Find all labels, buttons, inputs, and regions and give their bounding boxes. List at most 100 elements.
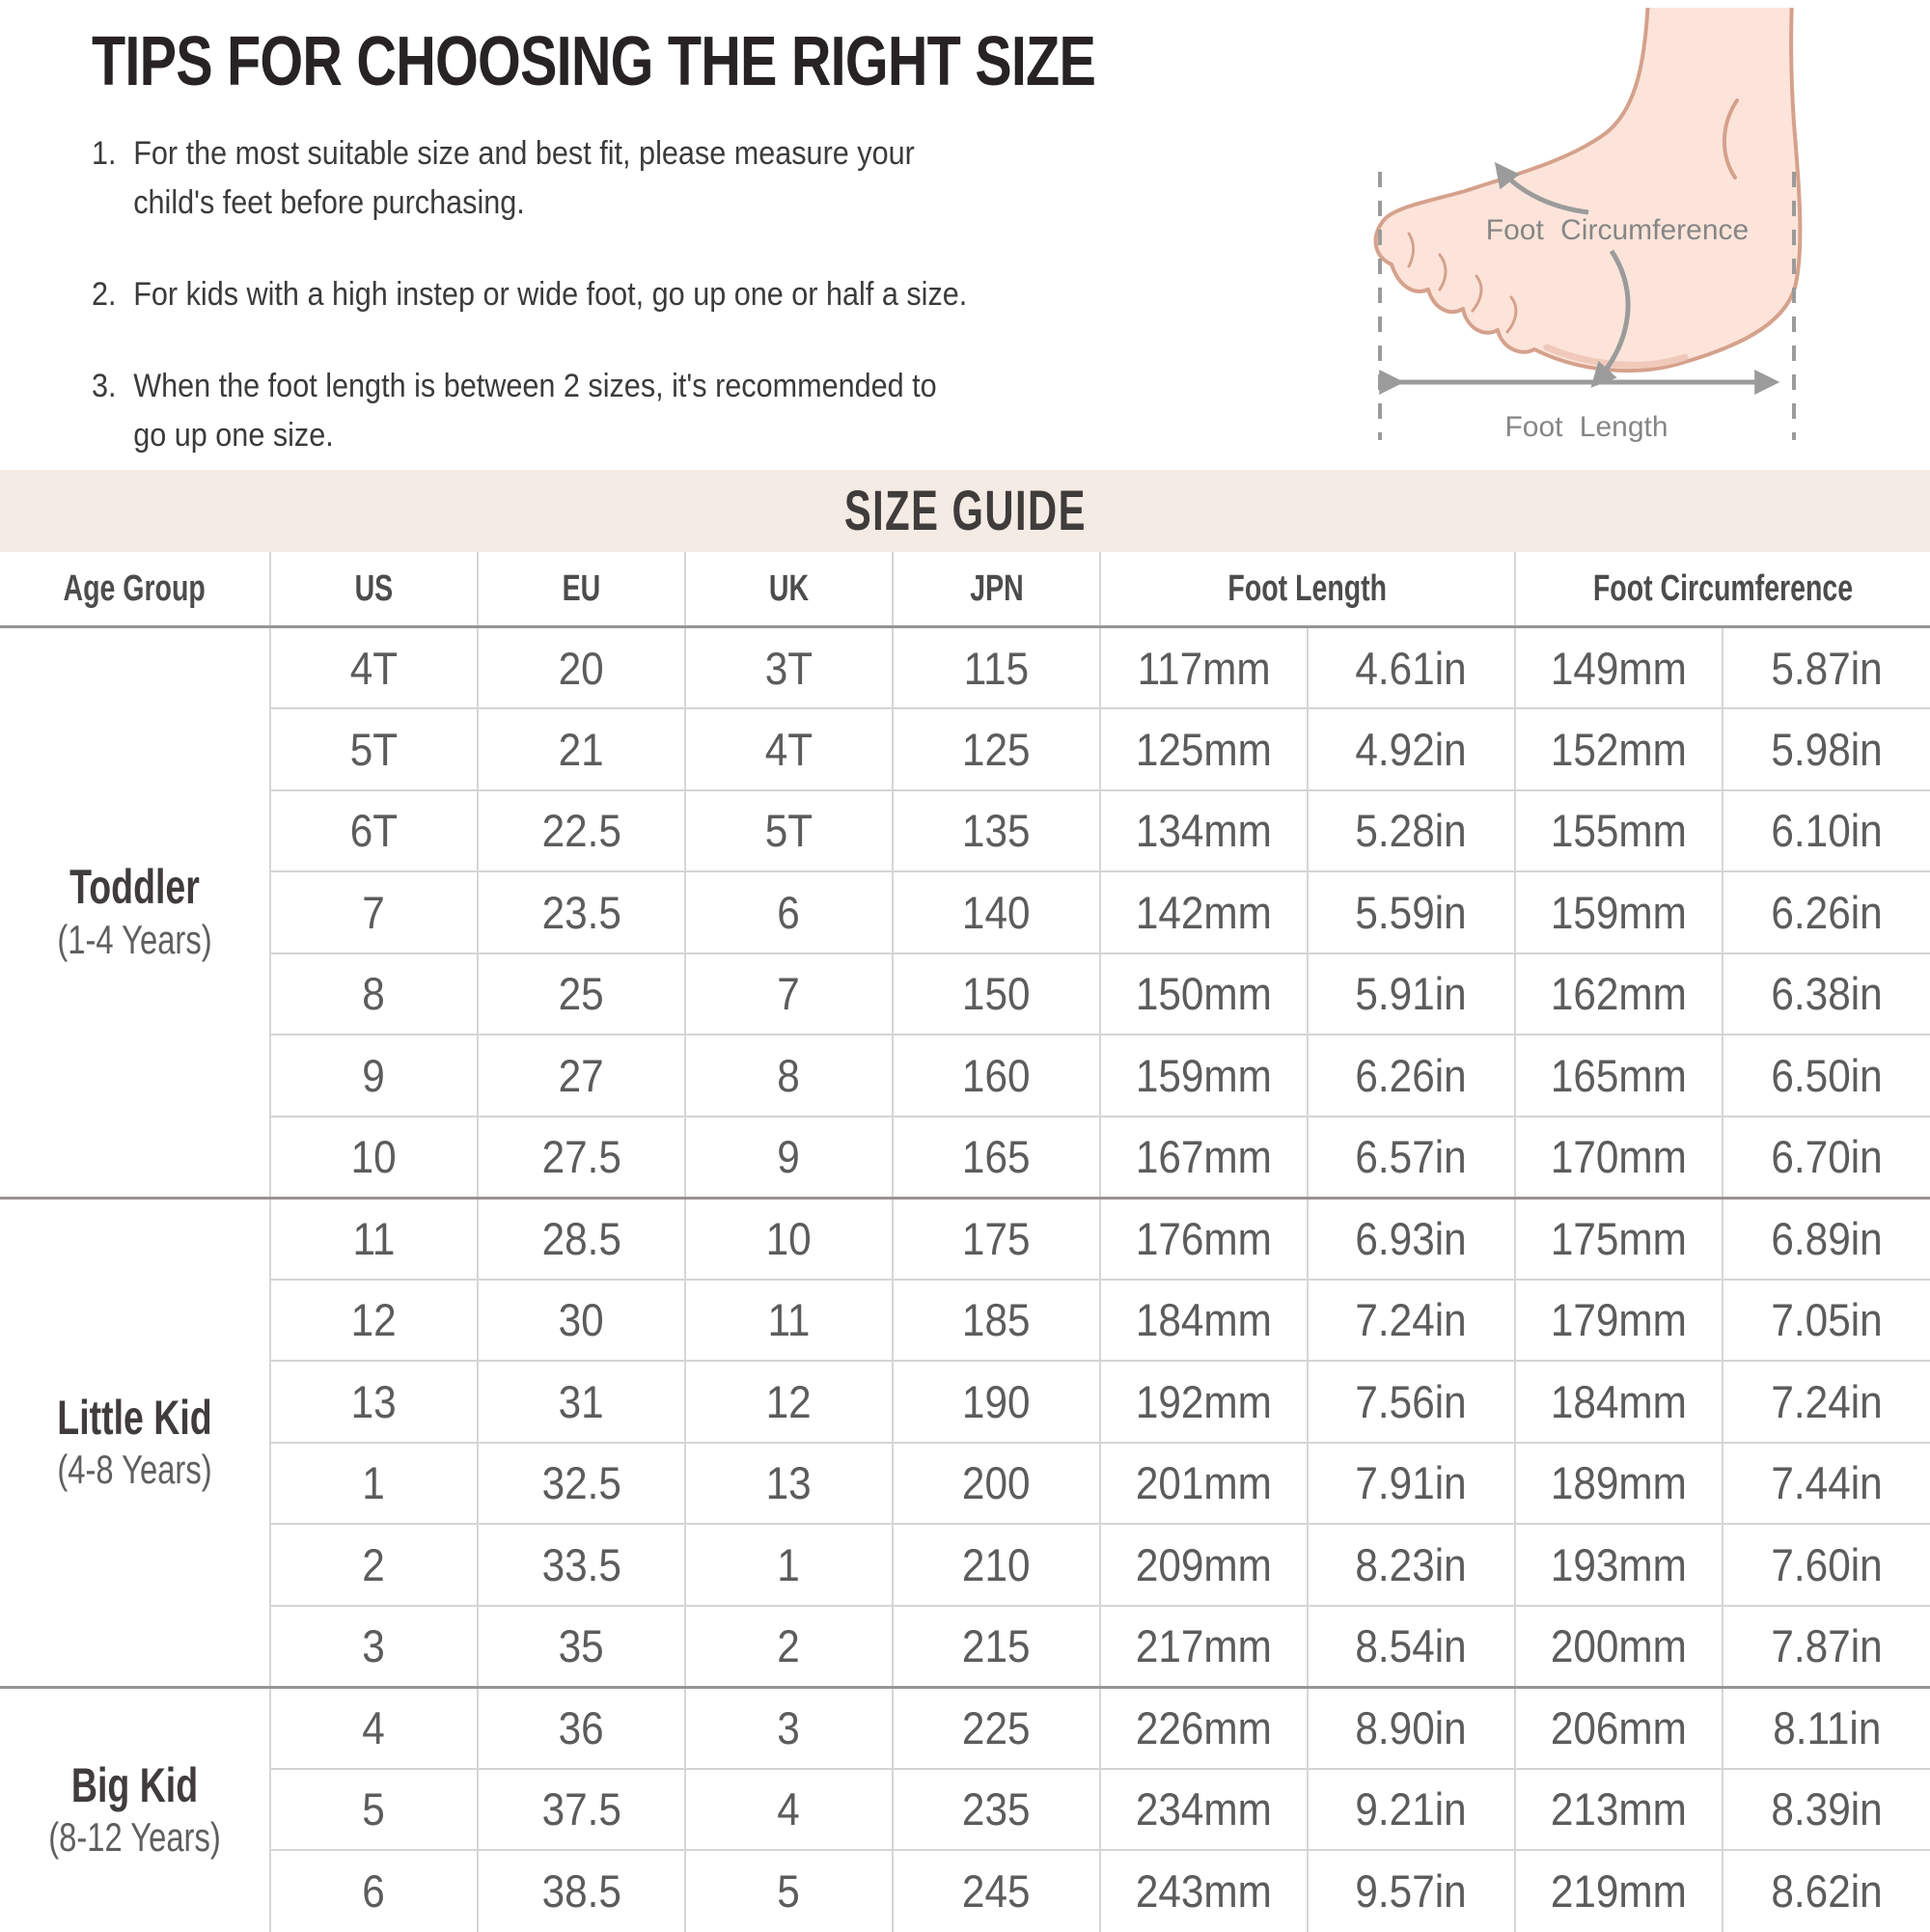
col-header-label: Foot Length (1227, 567, 1388, 609)
cell-foot-length-mm: 134mm (1100, 788, 1309, 871)
size-guide-title: SIZE GUIDE (843, 480, 1087, 542)
cell-foot-length-mm: 117mm (1100, 625, 1309, 708)
cell-value: 179mm (1550, 1294, 1688, 1346)
toe-crease-lines (1407, 232, 1518, 334)
cell-foot-circumference-in: 7.44in (1723, 1441, 1930, 1524)
cell-foot-length-mm: 159mm (1100, 1034, 1309, 1117)
cell-value: 190 (962, 1375, 1031, 1427)
cell-foot-circumference-mm: 193mm (1515, 1523, 1724, 1606)
cell-foot-length-mm: 125mm (1100, 707, 1309, 790)
cell-jpn: 200 (893, 1441, 1101, 1524)
cell-jpn: 185 (893, 1278, 1101, 1361)
cell-value: 6.89in (1771, 1213, 1883, 1264)
cell-eu: 33.5 (478, 1523, 686, 1606)
cell-value: 185 (962, 1294, 1031, 1346)
cell-jpn: 125 (893, 707, 1101, 790)
cell-uk: 1 (685, 1523, 894, 1606)
cell-foot-circumference-mm: 165mm (1515, 1034, 1724, 1117)
cell-foot-length-mm: 142mm (1100, 870, 1309, 953)
col-header-label: EU (562, 567, 601, 609)
cell-us: 5 (270, 1767, 479, 1850)
cell-jpn: 115 (893, 625, 1101, 708)
cell-uk: 3T (685, 625, 894, 708)
tip-item-2: 2. For kids with a high instep or wide f… (92, 270, 1047, 319)
cell-value: 33.5 (541, 1538, 621, 1590)
cell-value: 140 (962, 886, 1031, 938)
cell-eu: 36 (478, 1685, 686, 1769)
cell-value: 8.23in (1355, 1538, 1468, 1590)
cell-value: 175mm (1550, 1213, 1688, 1264)
cell-eu: 28.5 (478, 1196, 686, 1280)
ankle-crease-line (1723, 98, 1739, 179)
cell-foot-length-in: 7.56in (1308, 1360, 1517, 1443)
cell-value: 27 (558, 1049, 605, 1101)
cell-value: 165mm (1550, 1049, 1688, 1101)
cell-foot-circumference-mm: 175mm (1515, 1196, 1724, 1280)
cell-foot-length-mm: 209mm (1100, 1523, 1309, 1606)
cell-value: 8.39in (1771, 1783, 1883, 1835)
cell-jpn: 135 (893, 788, 1101, 871)
cell-value: 8.54in (1355, 1620, 1468, 1671)
cell-value: 184mm (1550, 1375, 1688, 1427)
cell-foot-length-in: 6.26in (1308, 1034, 1517, 1117)
cell-value: 9 (362, 1049, 386, 1101)
cell-value: 32.5 (541, 1457, 621, 1509)
cell-foot-length-in: 4.61in (1308, 625, 1517, 708)
cell-uk: 11 (685, 1278, 894, 1361)
cell-value: 5T (349, 723, 399, 775)
cell-eu: 38.5 (478, 1849, 686, 1932)
cell-jpn: 215 (893, 1604, 1101, 1687)
cell-foot-circumference-mm: 219mm (1515, 1849, 1724, 1932)
table-row: 6T 22.5 5T 135 134mm 5.28in 155mm 6.10in (0, 788, 1930, 871)
tip-number: 1. (92, 135, 117, 172)
col-header-label: Foot Circumference (1592, 567, 1854, 609)
tip-number: 3. (92, 368, 117, 404)
cell-value: 12 (350, 1294, 398, 1346)
cell-us: 10 (270, 1115, 479, 1198)
col-header-uk: UK (685, 552, 894, 628)
cell-value: 7.44in (1771, 1457, 1883, 1509)
cell-jpn: 175 (893, 1196, 1101, 1280)
cell-foot-length-mm: 226mm (1100, 1685, 1309, 1769)
cell-foot-length-in: 7.91in (1308, 1441, 1517, 1524)
cell-value: 200mm (1550, 1620, 1688, 1671)
cell-value: 5.59in (1355, 886, 1468, 938)
cell-value: 35 (558, 1620, 605, 1671)
cell-value: 201mm (1135, 1457, 1273, 1509)
cell-value: 13 (350, 1375, 398, 1427)
cell-value: 162mm (1550, 968, 1688, 1020)
cell-value: 115 (963, 642, 1030, 694)
cell-foot-length-mm: 150mm (1100, 952, 1309, 1035)
cell-value: 6.70in (1771, 1131, 1883, 1182)
table-row: 7 23.5 6 140 142mm 5.59in 159mm 6.26in (0, 870, 1930, 953)
cell-value: 10 (350, 1131, 398, 1182)
cell-value: 4T (349, 642, 399, 694)
table-row: Little Kid (4-8 Years) 11 28.5 10 175 176mm 6.9… (0, 1196, 1930, 1687)
cell-value: 4.61in (1355, 642, 1468, 694)
col-header-jpn: JPN (893, 552, 1101, 628)
cell-value: 4 (362, 1702, 386, 1753)
table-row: 3 35 2 215 217mm 8.54in 200mm 7.87in (0, 1604, 1930, 1687)
cell-foot-circumference-in: 8.62in (1723, 1849, 1930, 1932)
cell-foot-circumference-in: 6.50in (1723, 1034, 1930, 1117)
cell-uk: 12 (685, 1360, 894, 1443)
cell-value: 200 (962, 1457, 1031, 1509)
cell-eu: 21 (478, 707, 686, 790)
cell-foot-circumference-mm: 184mm (1515, 1360, 1724, 1443)
cell-eu: 27.5 (478, 1115, 686, 1198)
cell-value: 235 (962, 1783, 1031, 1835)
cell-value: 9 (777, 1131, 801, 1182)
cell-value: 5 (777, 1865, 801, 1918)
cell-value: 31 (558, 1375, 605, 1427)
cell-uk: 3 (685, 1685, 894, 1769)
cell-foot-length-in: 5.28in (1308, 788, 1517, 871)
cell-value: 21 (558, 723, 605, 775)
cell-value: 1 (362, 1457, 386, 1509)
cell-foot-circumference-mm: 162mm (1515, 952, 1724, 1035)
cell-value: 6.38in (1771, 968, 1883, 1020)
cell-us: 11 (270, 1196, 479, 1280)
cell-uk: 9 (685, 1115, 894, 1198)
cell-value: 9.57in (1355, 1865, 1468, 1918)
cell-foot-length-mm: 243mm (1100, 1849, 1309, 1932)
cell-value: 5.87in (1771, 642, 1883, 694)
